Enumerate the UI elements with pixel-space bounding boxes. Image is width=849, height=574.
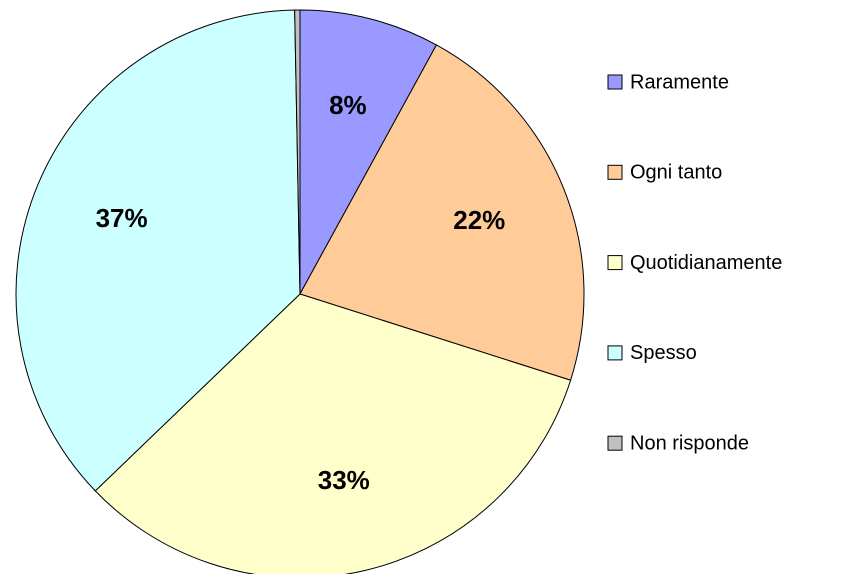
legend-label: Ogni tanto [630,162,722,184]
pie-slice [299,44,585,381]
pie-slice [299,9,438,295]
data-label: 8% [329,90,367,120]
legend-label: Raramente [630,71,729,93]
pie-slice [15,9,301,492]
data-label: 33% [318,465,370,495]
legend-label: Spesso [630,342,697,364]
legend-swatch [607,255,623,271]
legend-swatch [607,345,623,361]
pie-slice [294,9,301,295]
pie-slice [94,293,572,574]
legend-swatch [607,164,623,180]
legend-swatch [607,74,623,90]
legend-label: Non risponde [630,432,749,454]
data-label: 37% [96,203,148,233]
legend-label: Quotidianamente [630,252,782,274]
legend-swatch [607,435,623,451]
data-label: 22% [453,205,505,235]
